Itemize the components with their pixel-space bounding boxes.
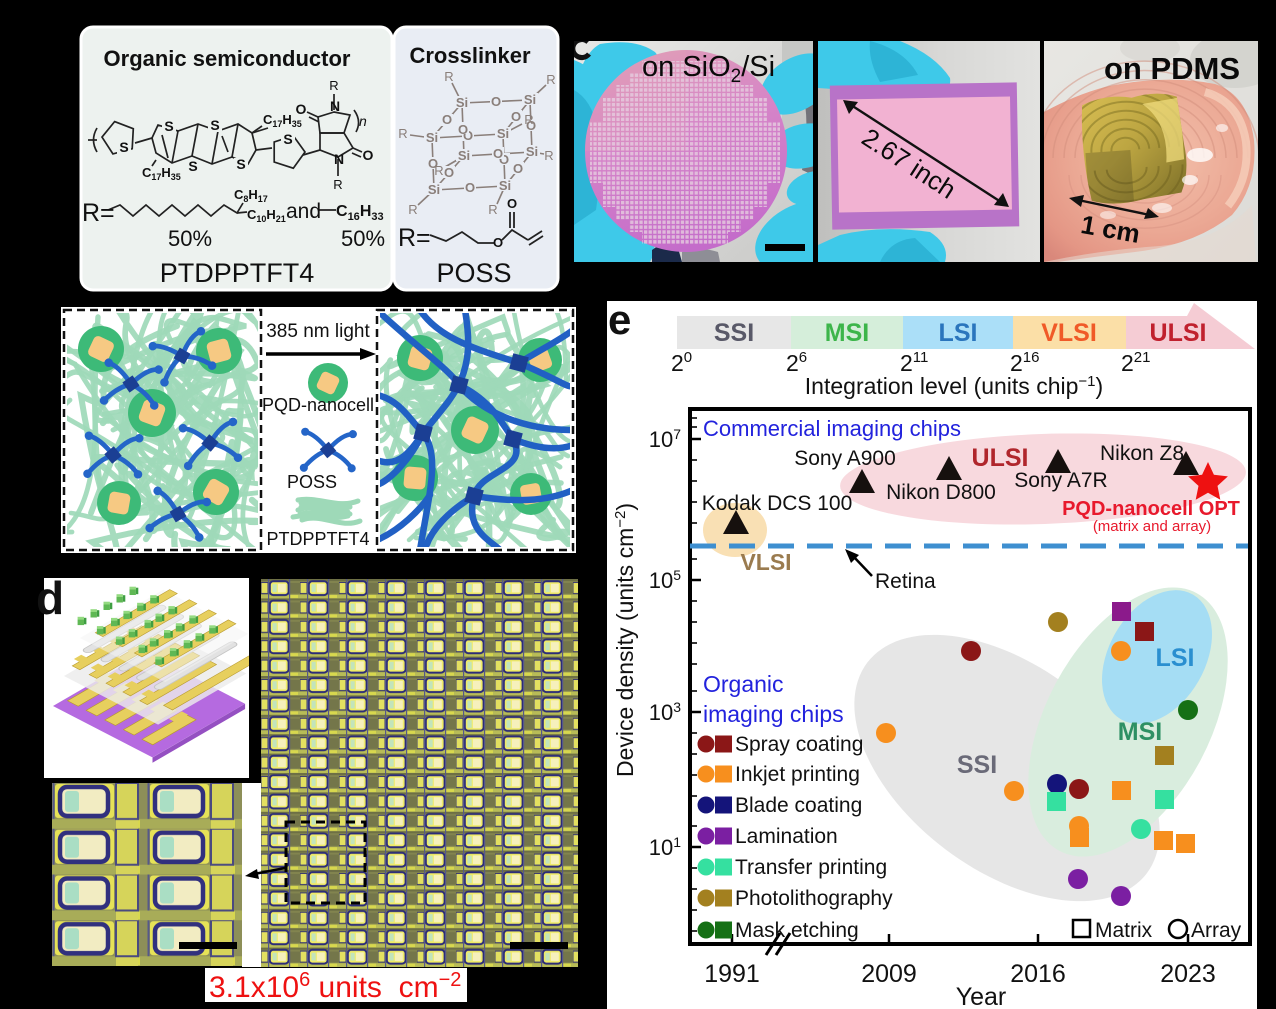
svg-text:2023: 2023 xyxy=(1160,960,1216,988)
svg-text:N: N xyxy=(330,98,340,114)
svg-text:Si: Si xyxy=(456,95,468,110)
svg-text:Crosslinker: Crosslinker xyxy=(409,43,530,68)
svg-text:Lamination: Lamination xyxy=(735,825,838,848)
svg-text:Blade coating: Blade coating xyxy=(735,794,862,817)
svg-text:Nikon Z8: Nikon Z8 xyxy=(1100,442,1184,465)
svg-text:Kodak DCS 100: Kodak DCS 100 xyxy=(702,492,853,515)
svg-text:Nikon D800: Nikon D800 xyxy=(886,481,996,504)
svg-text:MSI: MSI xyxy=(825,319,869,347)
svg-text:R: R xyxy=(329,78,338,93)
svg-text:Si: Si xyxy=(526,144,538,159)
svg-text:R: R xyxy=(398,126,407,141)
svg-text:Si: Si xyxy=(428,182,440,197)
svg-text:2009: 2009 xyxy=(861,960,917,988)
svg-text:R: R xyxy=(408,202,417,217)
svg-text:O: O xyxy=(493,146,503,161)
svg-text:N: N xyxy=(334,151,344,167)
svg-text:imaging chips: imaging chips xyxy=(703,701,844,727)
svg-text:R: R xyxy=(546,72,555,87)
svg-text:and: and xyxy=(286,200,321,223)
svg-text:O: O xyxy=(499,152,509,167)
svg-text:1991: 1991 xyxy=(704,960,760,988)
svg-text:PTDPPTFT4: PTDPPTFT4 xyxy=(266,529,369,549)
svg-text:O: O xyxy=(428,156,438,171)
svg-text:Si: Si xyxy=(499,178,511,193)
svg-text:Si: Si xyxy=(426,130,438,145)
svg-text:Transfer printing: Transfer printing xyxy=(735,856,887,879)
svg-text:Sony A7R: Sony A7R xyxy=(1014,469,1107,492)
svg-text:S: S xyxy=(188,158,197,174)
svg-text:LSI: LSI xyxy=(939,319,978,347)
svg-text:385 nm light: 385 nm light xyxy=(266,321,370,342)
svg-text:O: O xyxy=(507,196,517,211)
svg-text:Integration level (units chip−: Integration level (units chip−1) xyxy=(805,373,1103,399)
svg-text:S: S xyxy=(210,117,219,133)
svg-text:O: O xyxy=(526,118,536,133)
svg-text:Spray coating: Spray coating xyxy=(735,733,863,756)
svg-text:O: O xyxy=(296,101,307,117)
svg-text:on SiO2/Si: on SiO2/Si xyxy=(642,51,775,87)
svg-text:S: S xyxy=(119,139,128,155)
svg-text:POSS: POSS xyxy=(436,258,511,288)
svg-text:R: R xyxy=(444,69,453,84)
svg-text:Array: Array xyxy=(1191,919,1242,942)
svg-text:MSI: MSI xyxy=(1118,718,1162,746)
svg-text:O: O xyxy=(493,235,503,250)
svg-text:d: d xyxy=(36,572,64,624)
svg-text:Year: Year xyxy=(956,983,1007,1009)
svg-text:O: O xyxy=(458,122,468,137)
svg-text:R: R xyxy=(544,148,553,163)
svg-text:ULSI: ULSI xyxy=(972,444,1029,472)
svg-text:R: R xyxy=(333,177,342,192)
svg-text:50%: 50% xyxy=(168,226,212,251)
svg-text:PQD-nanocell OPT: PQD-nanocell OPT xyxy=(1062,498,1240,520)
svg-text:e: e xyxy=(608,296,631,343)
svg-text:Sony A900: Sony A900 xyxy=(794,447,896,470)
svg-text:S: S xyxy=(283,131,292,147)
svg-text:O: O xyxy=(511,109,521,124)
svg-text:Matrix: Matrix xyxy=(1095,919,1153,942)
svg-text:Organic semiconductor: Organic semiconductor xyxy=(104,46,351,71)
svg-text:R: R xyxy=(524,112,533,127)
svg-text:POSS: POSS xyxy=(287,472,337,492)
svg-text:Photolithography: Photolithography xyxy=(735,887,893,910)
svg-text:(matrix and array): (matrix and array) xyxy=(1093,518,1211,535)
svg-text:n: n xyxy=(359,113,367,129)
svg-text:3.1x106 units cm−2: 3.1x106 units cm−2 xyxy=(209,969,461,1004)
svg-text:Si: Si xyxy=(458,148,470,163)
svg-text:O: O xyxy=(465,180,475,195)
svg-text:O: O xyxy=(442,112,452,127)
svg-text:S: S xyxy=(236,156,245,172)
svg-text:VLSI: VLSI xyxy=(1041,319,1097,347)
svg-text:O: O xyxy=(444,165,454,180)
svg-text:Commercial imaging chips: Commercial imaging chips xyxy=(703,416,961,441)
svg-text:SSI: SSI xyxy=(957,751,997,779)
svg-text:O: O xyxy=(363,147,374,163)
svg-text:Si: Si xyxy=(524,92,536,107)
svg-text:R: R xyxy=(434,163,443,178)
svg-text:50%: 50% xyxy=(341,226,385,251)
svg-text:S: S xyxy=(164,118,173,134)
svg-text:Si: Si xyxy=(497,126,509,141)
svg-text:LSI: LSI xyxy=(1156,644,1195,672)
svg-text:SSI: SSI xyxy=(714,319,754,347)
svg-text:Device density (units cm−2): Device density (units cm−2) xyxy=(612,503,638,777)
svg-text:VLSI: VLSI xyxy=(740,549,791,575)
svg-text:PQD-nanocell: PQD-nanocell xyxy=(262,395,374,415)
svg-text:Mask etching: Mask etching xyxy=(735,919,859,942)
svg-text:Retina: Retina xyxy=(875,570,936,593)
svg-text:2016: 2016 xyxy=(1010,960,1066,988)
svg-text:R=: R= xyxy=(82,199,115,227)
svg-text:R=: R= xyxy=(398,224,431,252)
svg-text:O: O xyxy=(463,128,473,143)
svg-text:on PDMS: on PDMS xyxy=(1104,51,1240,86)
svg-text:O: O xyxy=(513,161,523,176)
svg-text:PTDPPTFT4: PTDPPTFT4 xyxy=(160,258,315,288)
svg-text:O: O xyxy=(491,94,501,109)
svg-text:ULSI: ULSI xyxy=(1150,319,1207,347)
svg-text:Organic: Organic xyxy=(703,671,784,697)
svg-text:Inkjet printing: Inkjet printing xyxy=(735,763,860,786)
svg-text:R: R xyxy=(488,202,497,217)
